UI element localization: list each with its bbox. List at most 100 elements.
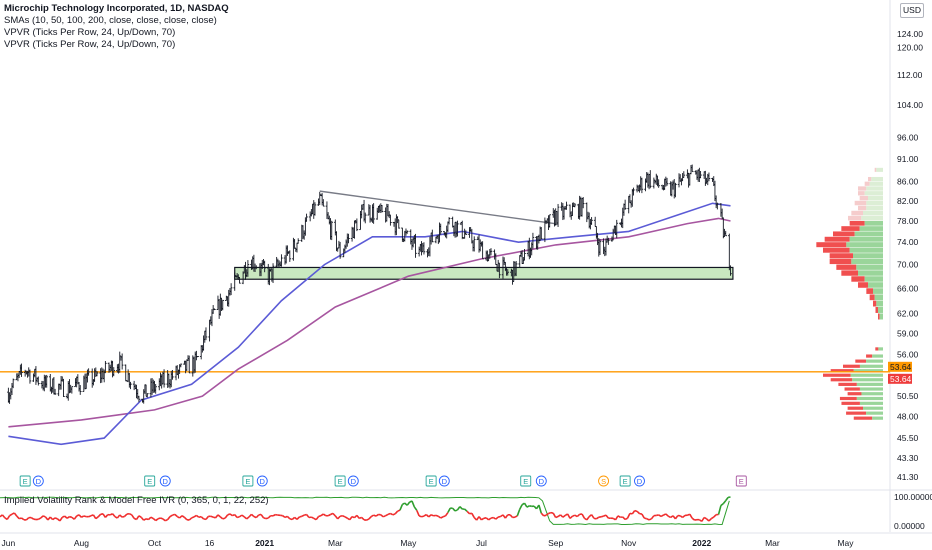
ivr-segment <box>83 515 87 518</box>
dividend-icon[interactable]: D <box>159 475 171 487</box>
vp-bar-up <box>851 258 883 265</box>
ivr-segment <box>311 516 315 520</box>
earnings-icon[interactable]: E <box>619 475 631 487</box>
y-tick-label: 43.30 <box>897 453 919 463</box>
ivr-segment <box>590 514 595 519</box>
earnings-icon[interactable]: E <box>334 475 346 487</box>
ivr-segment <box>167 516 171 521</box>
split-icon[interactable]: S <box>598 475 610 487</box>
ivr-segment <box>49 516 54 521</box>
ivr-segment <box>181 515 185 518</box>
earnings-icon[interactable]: E <box>242 475 254 487</box>
ivr-segment <box>339 514 343 518</box>
ivr-segment <box>641 513 645 519</box>
x-tick-label: Nov <box>621 538 637 548</box>
ivr-segment <box>392 513 396 516</box>
ivr-segment <box>155 518 159 522</box>
ivr-segment <box>296 516 300 520</box>
vp-bar-down <box>830 378 853 382</box>
ohlc-bar <box>707 172 711 182</box>
vp-bar-up <box>866 411 883 415</box>
ohlc-bar <box>539 227 543 240</box>
ivr-segment <box>88 515 92 518</box>
ohlc-bar <box>380 204 384 213</box>
vp-bar-down <box>875 307 878 313</box>
ivr-segment <box>418 515 422 518</box>
vp-bar-down <box>841 401 860 405</box>
ohlc-bar <box>179 363 183 368</box>
ivr-segment <box>305 514 310 519</box>
ivr-segment <box>322 513 327 517</box>
legend-line-vpvr-2[interactable]: VPVR (Ticks Per Row, 24, Up/Down, 70) <box>4 39 176 50</box>
ivr-segment <box>121 515 125 518</box>
ivr-segment <box>452 507 456 512</box>
ivr-segment <box>500 514 504 518</box>
ivr-segment <box>361 516 365 521</box>
dividend-icon[interactable]: D <box>32 475 44 487</box>
vp-bar-down <box>864 181 870 186</box>
legend-line-vpvr-1[interactable]: VPVR (Ticks Per Row, 24, Up/Down, 70) <box>4 27 176 38</box>
ivr-segment <box>152 517 157 522</box>
trendline[interactable] <box>319 190 555 225</box>
ivr-segment <box>617 515 621 518</box>
ivr-segment <box>232 513 236 517</box>
ivr-segment <box>183 516 188 521</box>
ivr-segment <box>725 496 729 502</box>
ivr-segment <box>480 517 485 521</box>
ivr-segment <box>540 512 545 517</box>
ivr-segment <box>603 514 607 517</box>
ohlc-bar <box>372 203 375 224</box>
dividend-icon[interactable]: D <box>438 475 450 487</box>
ivr-segment <box>145 518 149 521</box>
ohlc-bar <box>196 356 199 358</box>
legend-line-sma[interactable]: SMAs (10, 50, 100, 200, close, close, cl… <box>4 15 217 26</box>
earnings-icon[interactable]: E <box>19 475 31 487</box>
ivr-segment <box>557 514 561 518</box>
price-tag-bg <box>888 361 912 372</box>
y-tick-label: 66.00 <box>897 283 919 293</box>
ivr-segment <box>286 515 291 520</box>
earnings-icon[interactable]: E <box>735 475 747 487</box>
ohlc-bar <box>129 381 132 390</box>
ohlc-bar <box>518 254 522 269</box>
ivr-segment <box>342 514 346 518</box>
vp-bar-up <box>856 264 883 270</box>
earnings-icon[interactable]: E <box>425 475 437 487</box>
dividend-icon[interactable]: D <box>535 475 547 487</box>
y-tick-label: 74.00 <box>897 237 919 247</box>
ivr-segment <box>550 511 554 514</box>
ivr-segment <box>660 514 664 518</box>
ohlc-bar <box>623 199 627 210</box>
vp-bar-up <box>866 186 883 191</box>
ivr-segment <box>195 514 200 518</box>
ohlc-bar <box>573 202 577 208</box>
ohlc-bar <box>531 232 535 249</box>
vp-bar-up <box>859 364 883 368</box>
ivr-segment <box>622 516 626 521</box>
ivr-segment <box>303 513 307 516</box>
ivr-segment <box>66 516 70 519</box>
ohlc-bar <box>728 233 731 271</box>
earnings-icon[interactable]: E <box>144 475 156 487</box>
ivr-segment <box>562 514 566 518</box>
vp-bar-down <box>833 231 855 237</box>
dividend-icon[interactable]: D <box>347 475 359 487</box>
ivr-segment <box>174 513 178 518</box>
dividend-icon[interactable]: D <box>256 475 268 487</box>
ivr-segment <box>382 514 386 518</box>
sma50-line[interactable] <box>8 202 731 446</box>
ivr-pane[interactable] <box>0 496 731 526</box>
ivr-segment <box>143 518 147 521</box>
ivr-legend[interactable]: Implied Volatility Rank & Model Free IVR… <box>4 495 269 506</box>
ivr-segment <box>674 515 679 520</box>
ohlc-bar <box>665 177 669 186</box>
price-bars <box>7 164 732 404</box>
earnings-icon[interactable]: E <box>520 475 532 487</box>
ivr-segment <box>234 514 238 519</box>
y-tick-label: 91.00 <box>897 154 919 164</box>
ivr-segment <box>95 516 99 520</box>
dividend-icon[interactable]: D <box>634 475 645 487</box>
sma100-line[interactable] <box>8 217 731 428</box>
y-tick-label: 120.00 <box>897 42 923 52</box>
currency-button[interactable]: USD <box>900 3 924 18</box>
